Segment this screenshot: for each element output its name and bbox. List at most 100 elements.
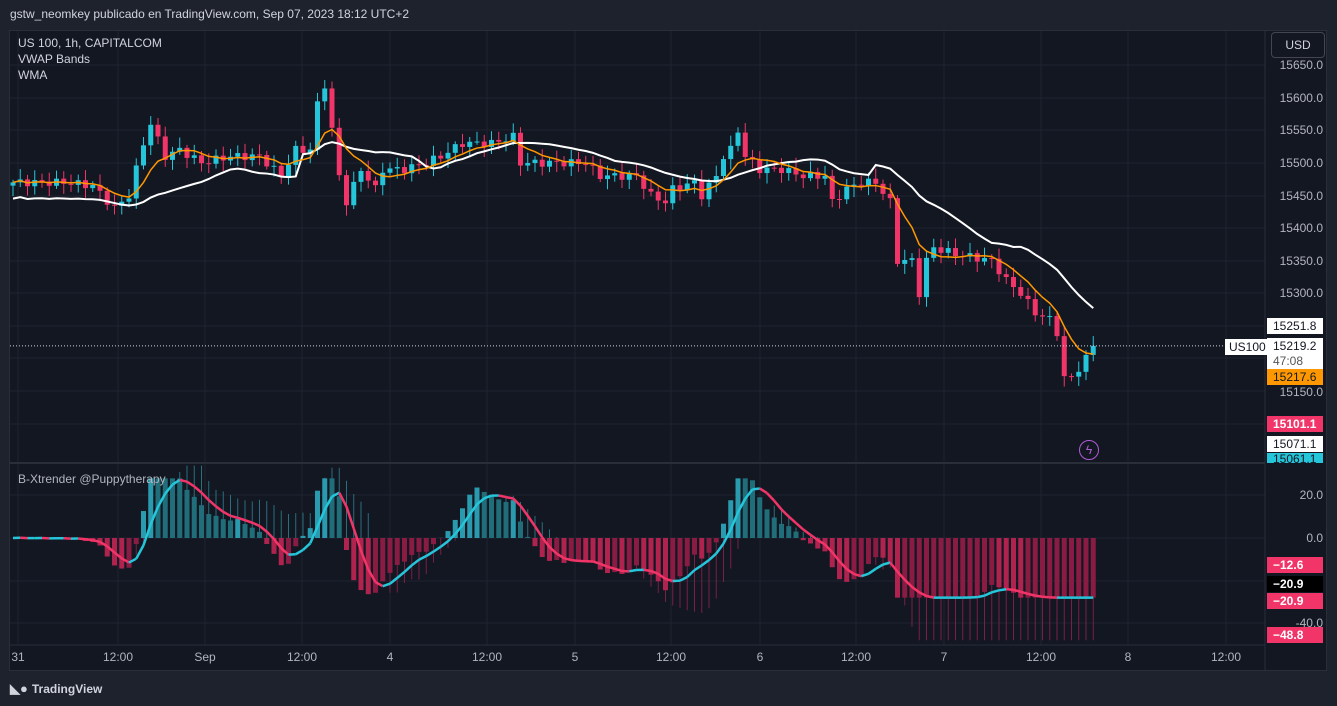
candle-body [257,154,262,156]
histogram-bar [286,538,291,564]
candle-body [431,155,436,166]
signal-line [273,538,283,549]
signal-line [896,570,906,581]
histogram-bar [191,496,197,538]
signal-line [1013,588,1022,594]
histogram-bar [257,531,262,538]
histogram-bar [648,538,654,575]
histogram-bar [554,538,560,561]
candle-body [199,155,204,164]
time-axis-label: 12:00 [840,650,872,664]
histogram-bar [793,531,799,538]
candle-body [329,88,335,128]
signal-line [316,509,326,528]
histogram-bar [1061,538,1067,598]
wma-line [12,128,1094,355]
candle-body [547,160,552,167]
osc-tag-1: −12.6 [1267,557,1323,573]
signal-line [614,567,623,573]
currency-button[interactable]: USD [1271,32,1325,58]
histogram-bar [808,538,813,544]
histogram-bar [474,487,480,538]
signal-line [548,546,558,555]
candle-body [931,247,937,258]
signal-line [505,495,514,500]
signal-line [773,499,783,511]
candle-body [452,144,458,153]
signal-line [418,554,427,561]
signal-line [468,503,479,516]
signal-line [846,568,855,576]
candle-body [938,247,944,253]
signal-line [403,564,413,573]
signal-line [193,485,203,494]
time-axis-label: Sep [194,650,216,664]
histogram-bar [1054,538,1060,598]
candle-body [235,153,241,157]
candle-body [808,171,813,179]
legend-oscillator[interactable]: B-Xtrender @Puppytherapy [18,472,166,486]
signal-line [519,504,529,517]
signal-line [693,564,703,572]
histogram-bar [619,538,625,574]
histogram-bar [590,538,596,563]
legend-vwap[interactable]: VWAP Bands [18,52,91,66]
candle-body [32,180,38,187]
signal-line [258,524,268,533]
lightning-alert-icon[interactable]: ϟ [1079,440,1099,460]
signal-line [998,588,1007,592]
footer-brand: TradingView [31,682,103,696]
candle-body [1069,376,1074,378]
candle-body [670,185,676,204]
signal-line [179,478,188,483]
histogram-bar [815,538,821,549]
candle-body [39,180,45,182]
candle-body [373,180,378,186]
histogram-bar [583,538,589,562]
candle-body [387,168,393,173]
candle-body [68,183,74,185]
candle-body [713,176,719,183]
candle-body [605,175,610,180]
signal-line [425,550,435,558]
histogram-bar [1025,538,1031,598]
candle-body [481,141,487,148]
histogram-bar [677,538,683,577]
candle-body [895,198,900,264]
candle-body [539,159,545,167]
histogram-bar [170,478,175,538]
candle-body [619,173,625,180]
legend-symbol[interactable]: US 100, 1h, CAPITALCOM [18,36,162,50]
histogram-bar [1011,538,1016,593]
tradingview-logo[interactable]: ◣● TradingView [10,681,102,697]
histogram-bar [626,538,632,570]
candle-body [924,257,929,298]
histogram-bar [1018,538,1024,598]
legend-wma[interactable]: WMA [18,68,48,82]
signal-line [352,528,363,552]
signal-line [701,559,710,567]
candle-body [793,168,799,175]
candle-body [663,200,668,204]
histogram-bar [213,515,219,538]
histogram-bar [1090,538,1096,598]
histogram-bar [1076,538,1082,598]
signal-line [135,544,145,560]
histogram-bar [409,538,415,555]
histogram-bar [518,521,523,538]
signal-line [708,552,718,561]
histogram-bar [358,538,364,591]
histogram-bar [481,491,487,538]
signal-line [251,521,260,527]
candle-body [286,164,291,177]
time-axis-label: 7 [940,650,948,664]
signal-line [512,497,522,507]
candle-body [1054,316,1060,337]
signal-line [498,494,507,499]
candle-body [612,173,618,176]
histogram-bar [431,538,436,545]
candle-body [677,185,683,191]
candle-body [510,132,516,142]
candle-body [191,155,197,158]
